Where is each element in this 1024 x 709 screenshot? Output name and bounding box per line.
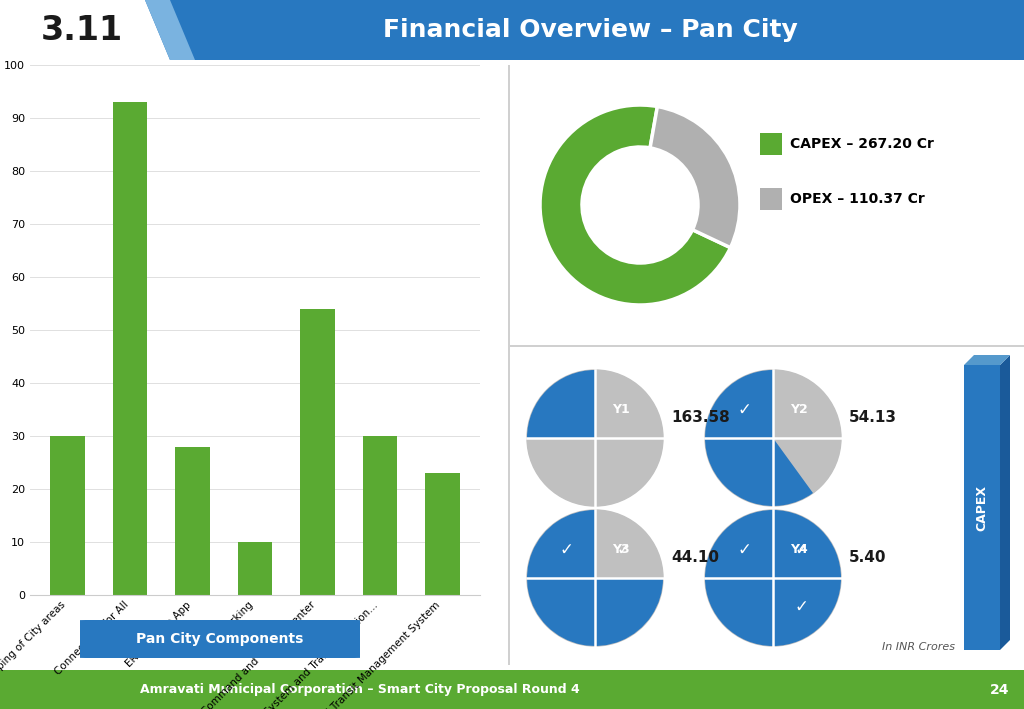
Text: 3.11: 3.11	[41, 13, 123, 47]
Bar	[175, 447, 210, 595]
Text: OPEX – 110.37 Cr: OPEX – 110.37 Cr	[790, 192, 925, 206]
Bar	[760, 188, 782, 210]
Bar	[50, 436, 85, 595]
Polygon shape	[1000, 355, 1010, 650]
Text: Y2: Y2	[790, 403, 808, 416]
Wedge shape	[705, 510, 841, 646]
Bar	[425, 473, 460, 595]
Text: ✓: ✓	[795, 540, 809, 559]
Text: ✓: ✓	[616, 540, 631, 559]
Text: Y3: Y3	[612, 543, 630, 556]
Text: Amravati Municipal Corporation – Smart City Proposal Round 4: Amravati Municipal Corporation – Smart C…	[140, 683, 580, 696]
Bar	[238, 542, 272, 595]
Text: ✓: ✓	[559, 540, 573, 559]
Wedge shape	[527, 510, 663, 646]
Text: In INR Crores: In INR Crores	[882, 642, 955, 652]
Bar	[300, 309, 335, 595]
Bar	[362, 436, 397, 595]
Polygon shape	[0, 0, 170, 60]
Polygon shape	[145, 0, 195, 60]
Text: 44.10: 44.10	[671, 550, 719, 565]
Text: CAPEX: CAPEX	[976, 485, 988, 531]
Circle shape	[527, 510, 663, 646]
Circle shape	[527, 370, 663, 506]
Text: Y4: Y4	[790, 543, 808, 556]
Bar	[113, 102, 147, 595]
Polygon shape	[964, 355, 1010, 365]
Text: 54.13: 54.13	[849, 410, 897, 425]
Bar	[964, 365, 1000, 650]
Wedge shape	[527, 370, 595, 438]
Text: CAPEX – 267.20 Cr: CAPEX – 267.20 Cr	[790, 137, 934, 151]
Text: 5.40: 5.40	[849, 550, 887, 565]
Text: Y1: Y1	[612, 403, 630, 416]
Text: ✓: ✓	[737, 401, 752, 418]
Circle shape	[705, 510, 841, 646]
Text: 163.58: 163.58	[671, 410, 730, 425]
Bar	[760, 133, 782, 155]
Text: Pan City Components: Pan City Components	[136, 632, 304, 646]
Wedge shape	[650, 106, 740, 247]
Text: Financial Overview – Pan City: Financial Overview – Pan City	[383, 18, 798, 42]
Wedge shape	[540, 105, 730, 305]
Circle shape	[705, 370, 841, 506]
FancyBboxPatch shape	[72, 620, 369, 658]
Text: 24: 24	[990, 683, 1010, 697]
Text: ✓: ✓	[737, 540, 752, 559]
Wedge shape	[705, 370, 813, 506]
Text: ✓: ✓	[795, 598, 809, 615]
